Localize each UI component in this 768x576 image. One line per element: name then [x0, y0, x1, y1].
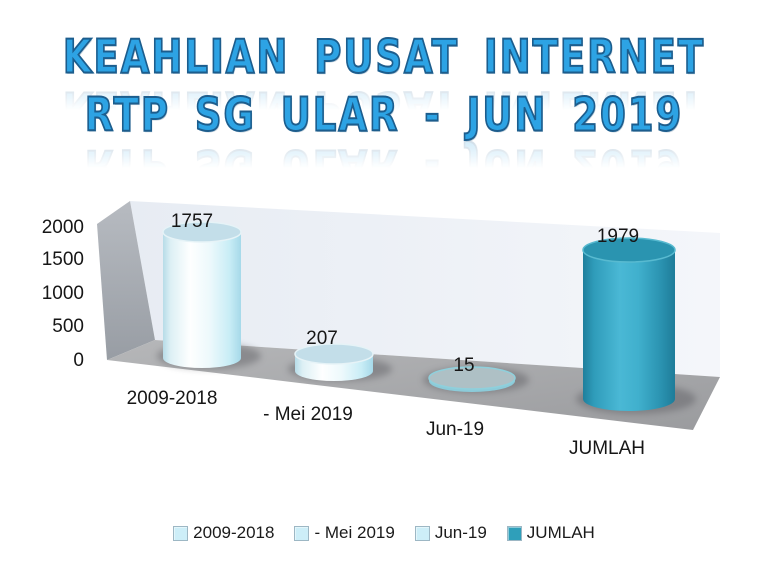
legend-item-jumlah: JUMLAH: [506, 523, 595, 543]
y-tick-500: 500: [52, 316, 84, 337]
chart-legend: 2009-2018 - Mei 2019 Jun-19 JUMLAH: [0, 523, 768, 543]
bar-2009-2018-top: [162, 221, 242, 243]
bar-mei-2019: [294, 343, 374, 381]
legend-label-jun-19: Jun-19: [434, 523, 487, 542]
legend-label-mei-2019: - Mei 2019: [314, 523, 395, 542]
category-label-jumlah: JUMLAH: [569, 438, 645, 459]
category-label-2009-2018: 2009-2018: [127, 388, 218, 409]
legend-item-jun-19: Jun-19: [414, 523, 487, 543]
back-wall: [130, 201, 720, 377]
membership-chart: 2000 1500 1000 500 0 1757 207 15 1979 20…: [42, 201, 720, 459]
legend-swatch-2009-2018: [173, 525, 189, 541]
bar-jumlah-body: [583, 250, 675, 411]
y-tick-0: 0: [73, 350, 84, 371]
bar-2009-2018-body: [163, 232, 241, 368]
bar-jun-19: [428, 366, 516, 392]
legend-swatch-jumlah: [506, 525, 522, 541]
value-label-jumlah: 1979: [597, 226, 639, 247]
value-label-2009-2018: 1757: [171, 211, 213, 232]
legend-label-jumlah: JUMLAH: [526, 523, 595, 542]
category-label-jun-19: Jun-19: [426, 419, 484, 440]
value-label-mei-2019: 207: [306, 328, 338, 349]
bar-2009-2018: [162, 221, 242, 368]
title-line-1: KEAHLIAN PUSAT INTERNET: [0, 29, 768, 85]
y-tick-1000: 1000: [42, 283, 84, 304]
legend-item-mei-2019: - Mei 2019: [294, 523, 395, 543]
legend-swatch-mei-2019: [294, 525, 310, 541]
legend-item-2009-2018: 2009-2018: [173, 523, 274, 543]
legend-label-2009-2018: 2009-2018: [193, 523, 275, 542]
category-label-mei-2019: - Mei 2019: [263, 404, 353, 425]
floor: [107, 340, 720, 430]
bar-jun-19-top: [428, 366, 516, 390]
bar-mei-2019-top: [294, 343, 374, 365]
bar-jumlah: [582, 237, 676, 411]
bar-jumlah-top: [582, 237, 676, 263]
value-label-jun-19: 15: [453, 355, 474, 376]
title-line-2: RTP SG ULAR - JUN 2019: [0, 87, 768, 143]
y-tick-1500: 1500: [42, 249, 84, 270]
left-wall: [97, 201, 155, 360]
legend-swatch-jun-19: [414, 525, 430, 541]
y-tick-2000: 2000: [42, 217, 84, 238]
